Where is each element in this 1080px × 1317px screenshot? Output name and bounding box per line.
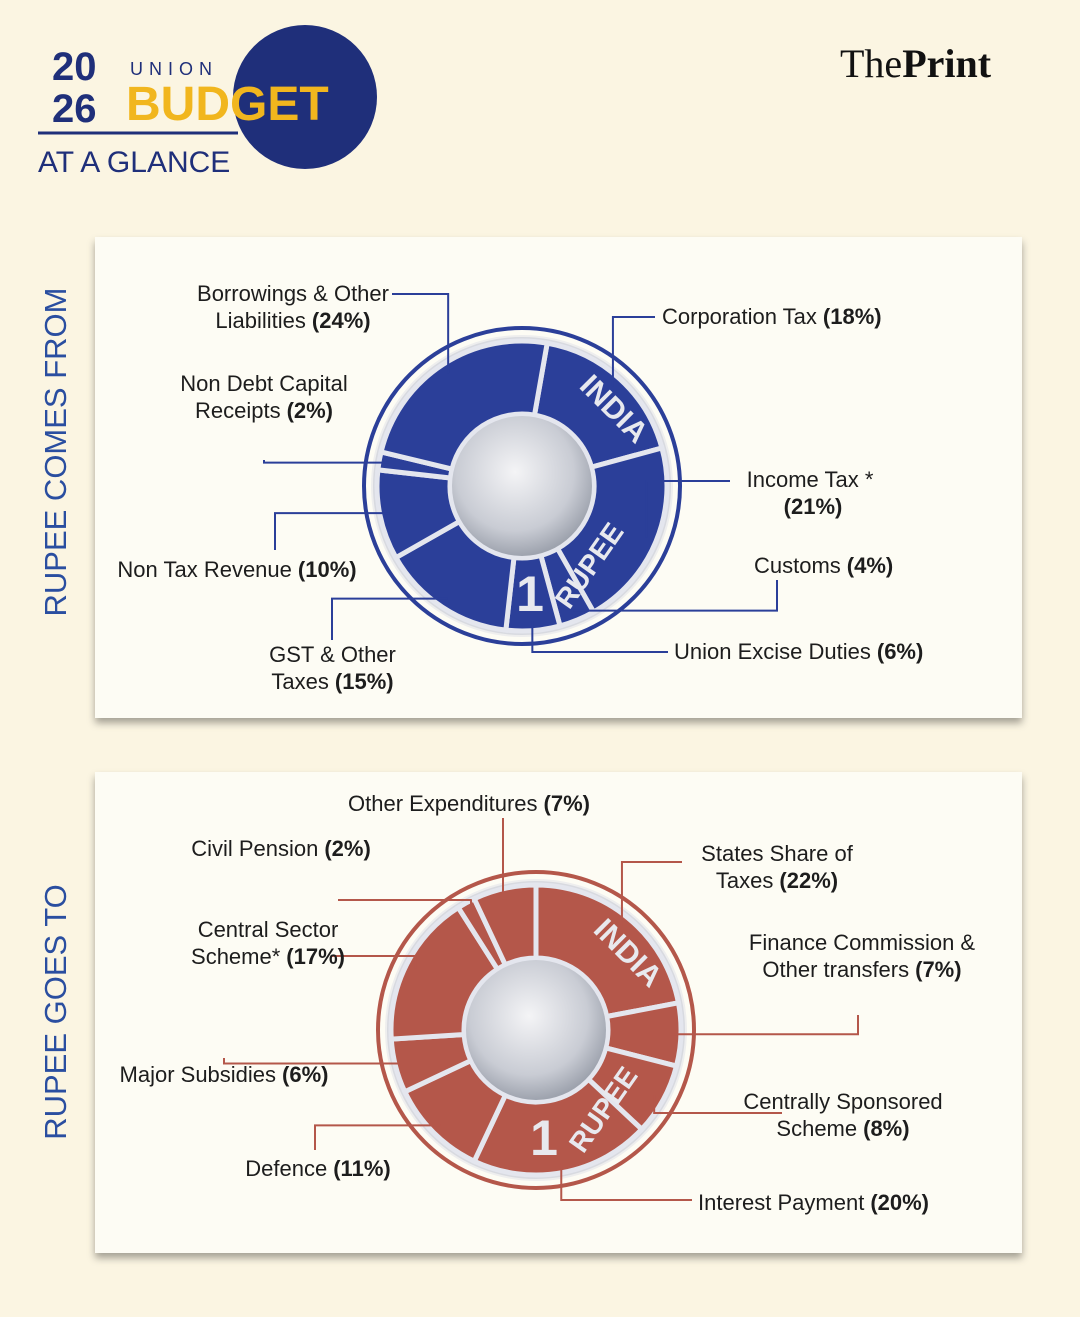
leader-line xyxy=(573,580,778,612)
slice-label: Non Tax Revenue (10%) xyxy=(117,556,357,583)
leader-line xyxy=(531,620,668,653)
leader-line xyxy=(653,1094,782,1114)
leader-line xyxy=(620,861,682,927)
wedge xyxy=(554,444,670,616)
slice-value: (11%) xyxy=(333,1156,391,1181)
slice-name: Central Sector Scheme* xyxy=(191,917,339,969)
slice-value: (10%) xyxy=(297,557,357,582)
slice-label: Defence (11%) xyxy=(228,1155,408,1182)
leader-line xyxy=(223,1058,406,1065)
slice-value: (24%) xyxy=(311,308,371,333)
slice-value: (6%) xyxy=(876,639,924,664)
slice-value: (2%) xyxy=(324,836,371,861)
subtitle: AT A GLANCE xyxy=(38,146,230,179)
slice-label: Borrowings & Other Liabilities (24%) xyxy=(143,280,443,334)
slice-label: Customs (4%) xyxy=(754,552,974,579)
year-bottom: 26 xyxy=(52,87,97,131)
slice-value: (18%) xyxy=(822,304,882,329)
slice-value: (4%) xyxy=(846,553,894,578)
slice-name: GST & Other Taxes xyxy=(269,642,396,694)
coin-center xyxy=(466,960,606,1100)
leader-line xyxy=(611,316,655,387)
slice-value: (8%) xyxy=(863,1116,910,1141)
slice-name: States Share of Taxes xyxy=(701,841,853,893)
slice-name: Borrowings & Other Liabilities xyxy=(197,281,389,333)
slice-label: Central Sector Scheme* (17%) xyxy=(168,916,368,970)
slice-value: (7%) xyxy=(543,791,590,816)
slice-name: Major Subsidies xyxy=(119,1062,277,1087)
leader-line xyxy=(670,1015,859,1036)
slice-name: Non Tax Revenue xyxy=(117,557,292,582)
slice-name: Income Tax * xyxy=(746,467,874,492)
slice-name: Corporation Tax xyxy=(662,304,817,329)
slice-value: (7%) xyxy=(915,957,962,982)
wedge xyxy=(470,882,539,969)
slice-label: States Share of Taxes (22%) xyxy=(677,840,877,894)
slice-value: (2%) xyxy=(286,398,334,423)
slice-name: Non Debt Capital Receipts xyxy=(180,371,348,423)
leader-line xyxy=(314,1124,441,1150)
slice-name: Customs xyxy=(754,553,841,578)
wedge xyxy=(531,340,665,471)
slice-label: Corporation Tax (18%) xyxy=(662,303,982,330)
leader-line xyxy=(560,1162,692,1201)
coin-text: 1 xyxy=(530,1110,558,1166)
slice-label: Civil Pension (2%) xyxy=(181,835,381,862)
slice-label: Union Excise Duties (6%) xyxy=(674,638,994,665)
slice-label: Other Expenditures (7%) xyxy=(348,790,668,817)
leader-line xyxy=(392,293,450,374)
slice-value: (20%) xyxy=(870,1190,929,1215)
union: UNION xyxy=(130,59,218,79)
slice-name: Finance Commission & Other transfers xyxy=(748,930,976,982)
leader-line xyxy=(331,597,448,640)
slice-label: Centrally Sponsored Scheme (8%) xyxy=(693,1088,993,1142)
wedge xyxy=(470,1075,646,1178)
slice-name: Centrally Sponsored Scheme xyxy=(743,1089,943,1141)
header-circle xyxy=(233,25,377,169)
slice-name: Defence xyxy=(245,1156,328,1181)
slice-label: Major Subsidies (6%) xyxy=(104,1061,344,1088)
slice-value: (6%) xyxy=(282,1062,329,1087)
wedge xyxy=(533,882,682,1020)
slice-label: Finance Commission & Other transfers (7%) xyxy=(732,929,992,983)
slice-value: (21%) xyxy=(783,494,843,519)
leader-line xyxy=(502,818,507,900)
wedge xyxy=(378,338,551,473)
leader-line xyxy=(332,955,417,969)
slice-label: Income Tax *(21%) xyxy=(720,466,900,520)
coin-center xyxy=(452,416,592,556)
leader-line xyxy=(645,480,730,538)
leader-line xyxy=(274,512,390,550)
section-title: RUPEE COMES FROM xyxy=(38,288,73,617)
slice-name: Union Excise Duties xyxy=(674,639,871,664)
slice-label: Non Debt Capital Receipts (2%) xyxy=(144,370,384,424)
leader-line xyxy=(338,899,473,912)
brand-bold: Print xyxy=(902,41,992,86)
coin-ring xyxy=(362,326,682,646)
slice-value: (22%) xyxy=(779,868,839,893)
coin-text: 1 xyxy=(516,566,544,622)
slice-label: Interest Payment (20%) xyxy=(698,1189,1018,1216)
wedge xyxy=(388,904,501,1042)
slice-name: Interest Payment xyxy=(698,1190,865,1215)
slice-label: GST & Other Taxes (15%) xyxy=(240,641,425,695)
section-title: RUPEE GOES TO xyxy=(38,884,73,1140)
year-top: 20 xyxy=(52,45,97,89)
slice-name: Other Expenditures xyxy=(348,791,538,816)
slice-value: (17%) xyxy=(286,944,345,969)
slice-name: Civil Pension xyxy=(191,836,319,861)
coin-ring xyxy=(376,870,696,1190)
budget: BUDGET xyxy=(126,78,329,131)
slice-value: (15%) xyxy=(334,669,394,694)
leader-line xyxy=(263,460,390,464)
brand: ThePrint xyxy=(840,41,992,86)
brand-light: The xyxy=(840,41,902,86)
